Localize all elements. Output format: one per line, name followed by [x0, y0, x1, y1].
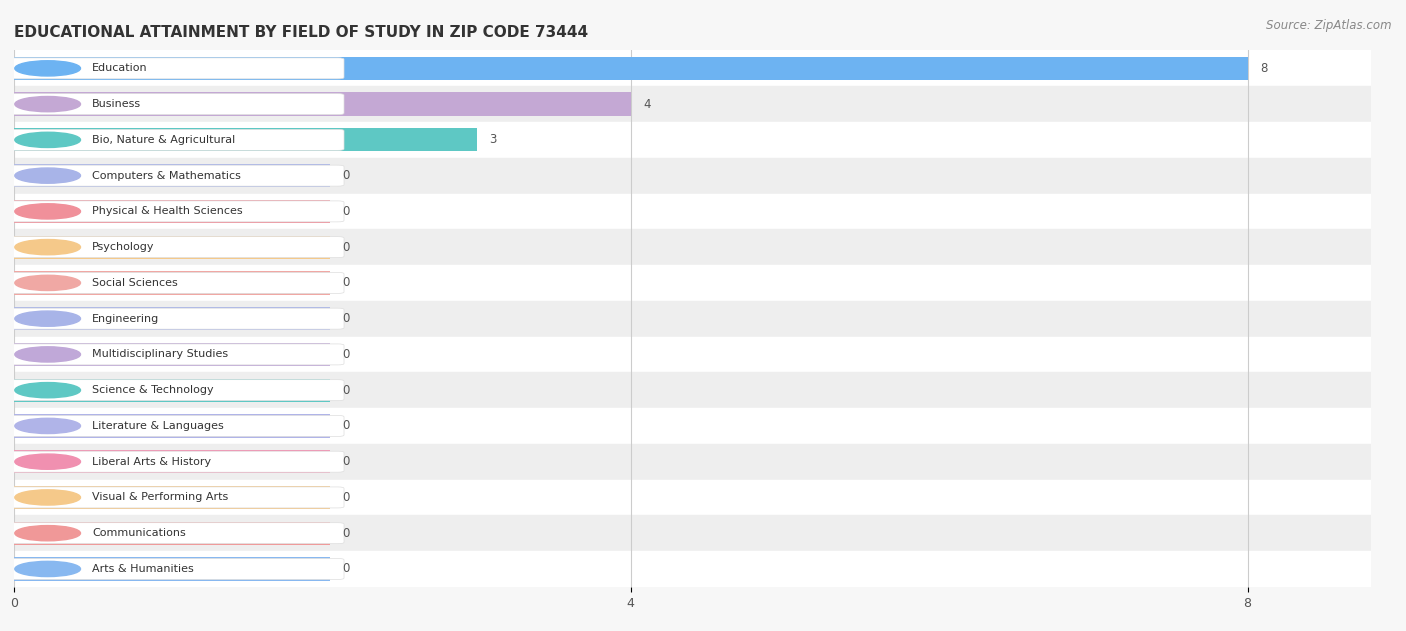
FancyBboxPatch shape: [8, 93, 344, 115]
Circle shape: [15, 168, 80, 183]
Text: 3: 3: [489, 133, 496, 146]
Bar: [14, 415, 330, 437]
Bar: [14, 122, 1371, 158]
Bar: [14, 408, 1371, 444]
Bar: [14, 486, 330, 509]
Circle shape: [15, 490, 80, 505]
Text: Engineering: Engineering: [91, 314, 159, 324]
Text: Psychology: Psychology: [91, 242, 155, 252]
Text: Bio, Nature & Agricultural: Bio, Nature & Agricultural: [91, 135, 235, 145]
Text: Computers & Mathematics: Computers & Mathematics: [91, 170, 240, 180]
FancyBboxPatch shape: [8, 165, 344, 186]
Text: 0: 0: [343, 169, 350, 182]
Bar: [14, 307, 330, 330]
Bar: [14, 372, 1371, 408]
Text: 4: 4: [643, 98, 651, 110]
Text: Physical & Health Sciences: Physical & Health Sciences: [91, 206, 243, 216]
Bar: [14, 86, 1371, 122]
FancyBboxPatch shape: [8, 129, 344, 150]
Circle shape: [15, 418, 80, 433]
Bar: [14, 522, 330, 545]
Bar: [14, 343, 330, 366]
Bar: [14, 271, 330, 295]
Circle shape: [15, 454, 80, 469]
Text: 0: 0: [343, 312, 350, 325]
Text: 0: 0: [343, 420, 350, 432]
Text: Science & Technology: Science & Technology: [91, 385, 214, 395]
Circle shape: [15, 562, 80, 577]
Text: Visual & Performing Arts: Visual & Performing Arts: [91, 492, 228, 502]
Text: 0: 0: [343, 348, 350, 361]
Bar: [14, 128, 477, 151]
Circle shape: [15, 240, 80, 255]
FancyBboxPatch shape: [8, 201, 344, 222]
Bar: [14, 301, 1371, 336]
Bar: [14, 50, 1371, 86]
Text: 0: 0: [343, 562, 350, 575]
Text: 0: 0: [343, 205, 350, 218]
Circle shape: [15, 275, 80, 290]
Text: Multidisciplinary Studies: Multidisciplinary Studies: [91, 350, 228, 360]
FancyBboxPatch shape: [8, 380, 344, 401]
Bar: [14, 93, 631, 115]
Text: 0: 0: [343, 276, 350, 290]
Bar: [14, 194, 1371, 229]
FancyBboxPatch shape: [8, 308, 344, 329]
Bar: [14, 164, 330, 187]
Circle shape: [15, 347, 80, 362]
FancyBboxPatch shape: [8, 415, 344, 437]
Bar: [14, 200, 330, 223]
Text: Arts & Humanities: Arts & Humanities: [91, 564, 194, 574]
Bar: [14, 551, 1371, 587]
Text: 8: 8: [1260, 62, 1267, 75]
Circle shape: [15, 311, 80, 326]
Circle shape: [15, 133, 80, 148]
Text: Education: Education: [91, 63, 148, 73]
Bar: [14, 516, 1371, 551]
Bar: [14, 229, 1371, 265]
Bar: [14, 557, 330, 581]
FancyBboxPatch shape: [8, 451, 344, 472]
FancyBboxPatch shape: [8, 237, 344, 257]
Circle shape: [15, 382, 80, 398]
Bar: [14, 444, 1371, 480]
Bar: [14, 265, 1371, 301]
Bar: [14, 450, 330, 473]
Circle shape: [15, 204, 80, 219]
Text: EDUCATIONAL ATTAINMENT BY FIELD OF STUDY IN ZIP CODE 73444: EDUCATIONAL ATTAINMENT BY FIELD OF STUDY…: [14, 25, 588, 40]
Bar: [14, 235, 330, 259]
FancyBboxPatch shape: [8, 273, 344, 293]
Bar: [14, 57, 1247, 80]
Bar: [14, 158, 1371, 194]
Text: 0: 0: [343, 455, 350, 468]
FancyBboxPatch shape: [8, 58, 344, 79]
Bar: [14, 480, 1371, 516]
Bar: [14, 379, 330, 402]
Bar: [14, 336, 1371, 372]
Circle shape: [15, 526, 80, 541]
Text: 0: 0: [343, 384, 350, 397]
FancyBboxPatch shape: [8, 522, 344, 544]
Text: 0: 0: [343, 240, 350, 254]
Circle shape: [15, 97, 80, 112]
FancyBboxPatch shape: [8, 487, 344, 508]
Text: Source: ZipAtlas.com: Source: ZipAtlas.com: [1267, 19, 1392, 32]
Text: 0: 0: [343, 491, 350, 504]
Text: Business: Business: [91, 99, 141, 109]
Text: Literature & Languages: Literature & Languages: [91, 421, 224, 431]
FancyBboxPatch shape: [8, 558, 344, 579]
Circle shape: [15, 61, 80, 76]
Text: Liberal Arts & History: Liberal Arts & History: [91, 457, 211, 467]
Text: Communications: Communications: [91, 528, 186, 538]
FancyBboxPatch shape: [8, 344, 344, 365]
Text: Social Sciences: Social Sciences: [91, 278, 177, 288]
Text: 0: 0: [343, 527, 350, 540]
